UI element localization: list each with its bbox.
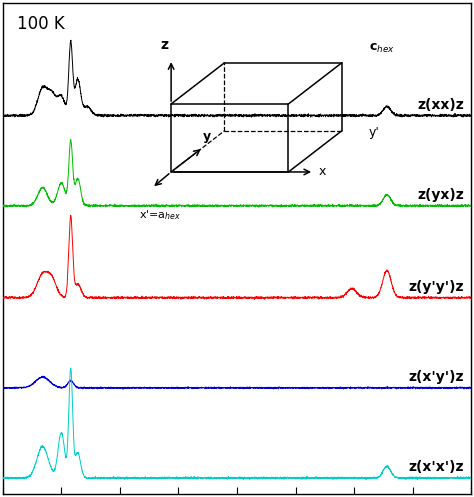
Text: 100 K: 100 K [17,15,64,33]
Text: z(y'y')z: z(y'y')z [409,280,464,294]
Text: z(x'x')z: z(x'x')z [409,460,464,474]
Text: z(x'y')z: z(x'y')z [409,370,464,384]
Text: z(yx)z: z(yx)z [418,188,464,202]
Text: x: x [319,166,326,178]
Text: y: y [203,130,211,143]
Text: z(xx)z: z(xx)z [418,98,464,112]
Text: $\mathbf{c}_{hex}$: $\mathbf{c}_{hex}$ [370,42,395,55]
Text: y': y' [368,126,379,139]
Text: z: z [161,38,169,52]
Text: x'=a$_{hex}$: x'=a$_{hex}$ [139,208,182,222]
